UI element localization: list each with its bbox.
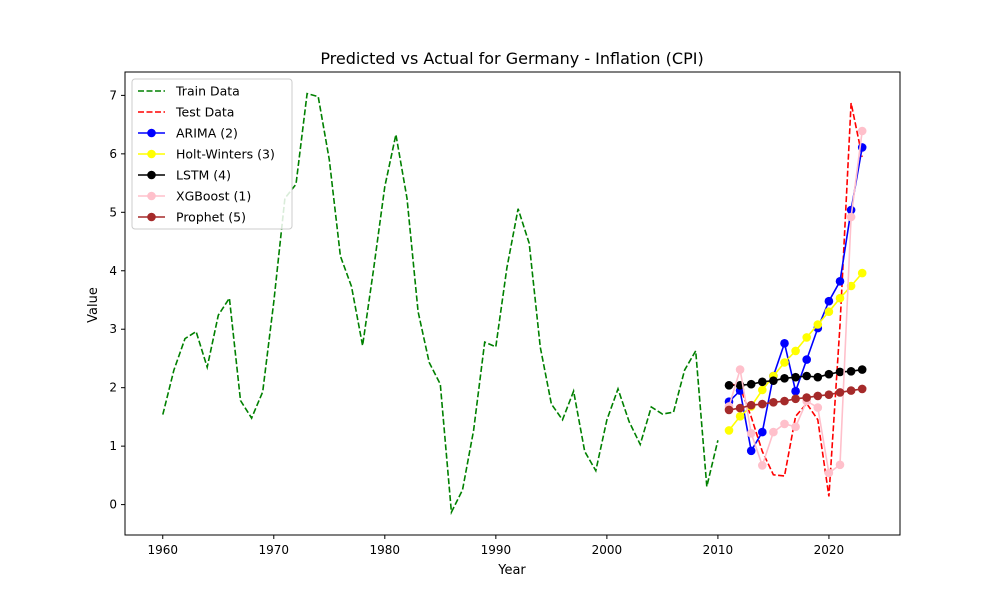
data-point-prophet-5 bbox=[735, 403, 745, 413]
data-point-holt-winters-3 bbox=[724, 426, 734, 435]
data-point-lstm-4 bbox=[724, 381, 734, 390]
data-point-lstm-4 bbox=[758, 377, 767, 387]
data-point-holt-winters-3 bbox=[857, 268, 867, 278]
data-point-lstm-4 bbox=[780, 374, 789, 383]
data-point-arima-2 bbox=[824, 296, 834, 306]
data-point-holt-winters-3 bbox=[758, 385, 767, 395]
legend: Train Data Test Data ARIMA (2) Holt-Winters… bbox=[131, 78, 293, 230]
data-point-lstm-4 bbox=[857, 365, 867, 374]
legend-label-xgboost-1: XGBoost (1) bbox=[176, 189, 251, 204]
data-point-lstm-4 bbox=[746, 379, 756, 389]
data-point-lstm-4 bbox=[824, 369, 834, 379]
data-point-prophet-5 bbox=[769, 398, 778, 407]
chart-title: Predicted vs Actual for Germany - Inflat… bbox=[320, 49, 703, 68]
data-point-xgboost-1 bbox=[780, 419, 789, 429]
data-point-xgboost-1 bbox=[824, 468, 834, 478]
legend-marker-lstm-4 bbox=[147, 170, 156, 180]
data-point-holt-winters-3 bbox=[735, 412, 745, 421]
y-tick-label: 2 bbox=[109, 381, 117, 395]
x-tick-label: 2000 bbox=[592, 543, 623, 557]
data-point-prophet-5 bbox=[857, 384, 867, 394]
x-tick-label: 1960 bbox=[147, 543, 178, 557]
data-point-arima-2 bbox=[846, 205, 856, 215]
data-point-prophet-5 bbox=[813, 391, 823, 401]
data-point-prophet-5 bbox=[824, 390, 834, 400]
data-point-holt-winters-3 bbox=[846, 281, 856, 291]
data-point-prophet-5 bbox=[780, 396, 789, 406]
axis-ticks: 1960 1970 1980 1990 2000 2010 2020 0 1 2 3 4 5 6 7 bbox=[109, 88, 844, 557]
y-tick-label: 3 bbox=[109, 322, 117, 336]
data-point-lstm-4 bbox=[835, 367, 845, 377]
plot-area bbox=[162, 92, 867, 516]
data-point-xgboost-1 bbox=[735, 365, 745, 374]
data-point-xgboost-1 bbox=[857, 126, 867, 136]
data-point-xgboost-1 bbox=[813, 403, 823, 412]
data-point-prophet-5 bbox=[846, 386, 856, 395]
legend-box bbox=[131, 78, 293, 230]
data-point-prophet-5 bbox=[835, 388, 845, 397]
legend-label-lstm-4: LSTM (4) bbox=[176, 168, 231, 183]
x-tick-label: 1980 bbox=[370, 543, 401, 557]
data-point-holt-winters-3 bbox=[780, 358, 789, 367]
x-tick-label: 1990 bbox=[481, 543, 512, 557]
data-point-prophet-5 bbox=[724, 405, 734, 415]
legend-label-holt-winters-3: Holt-Winters (3) bbox=[176, 147, 275, 162]
y-axis-label: Value bbox=[86, 287, 101, 323]
data-point-arima-2 bbox=[780, 339, 789, 348]
data-point-prophet-5 bbox=[758, 399, 767, 409]
data-point-lstm-4 bbox=[791, 372, 800, 382]
data-point-xgboost-1 bbox=[758, 461, 767, 470]
data-point-arima-2 bbox=[746, 446, 756, 456]
data-point-xgboost-1 bbox=[846, 212, 856, 222]
data-point-lstm-4 bbox=[846, 367, 856, 376]
x-tick-label: 1970 bbox=[259, 543, 290, 557]
data-point-prophet-5 bbox=[802, 393, 811, 402]
legend-label-prophet-5: Prophet (5) bbox=[176, 210, 246, 225]
data-point-holt-winters-3 bbox=[813, 320, 823, 329]
legend-marker-holt-winters-3 bbox=[147, 149, 156, 159]
data-point-arima-2 bbox=[791, 386, 800, 396]
data-point-xgboost-1 bbox=[835, 460, 845, 470]
y-tick-label: 6 bbox=[109, 147, 117, 161]
y-tick-label: 4 bbox=[109, 264, 117, 278]
data-point-holt-winters-3 bbox=[791, 346, 800, 356]
series-line-test-data bbox=[728, 102, 863, 497]
data-point-holt-winters-3 bbox=[802, 333, 811, 342]
y-tick-label: 1 bbox=[109, 439, 117, 453]
legend-marker-xgboost-1 bbox=[147, 191, 156, 201]
legend-label-test-data: Test Data bbox=[175, 105, 234, 120]
data-point-holt-winters-3 bbox=[835, 293, 845, 303]
data-point-arima-2 bbox=[802, 355, 811, 364]
x-axis-label: Year bbox=[497, 563, 526, 578]
legend-marker-arima-2 bbox=[147, 128, 156, 138]
y-tick-label: 0 bbox=[109, 498, 117, 512]
series-line-train-data bbox=[162, 92, 719, 516]
data-point-lstm-4 bbox=[769, 376, 778, 386]
data-point-lstm-4 bbox=[802, 371, 811, 381]
data-point-xgboost-1 bbox=[769, 427, 778, 437]
data-point-holt-winters-3 bbox=[824, 307, 834, 317]
y-tick-label: 5 bbox=[109, 205, 117, 219]
data-point-xgboost-1 bbox=[746, 429, 756, 438]
plot-frame bbox=[124, 71, 901, 536]
legend-label-arima-2: ARIMA (2) bbox=[176, 126, 238, 141]
x-tick-label: 2020 bbox=[814, 543, 845, 557]
data-point-prophet-5 bbox=[791, 394, 800, 404]
data-point-arima-2 bbox=[758, 427, 767, 437]
legend-label-train-data: Train Data bbox=[175, 84, 240, 99]
data-point-lstm-4 bbox=[813, 372, 823, 382]
data-point-arima-2 bbox=[835, 277, 845, 286]
data-point-prophet-5 bbox=[746, 400, 756, 410]
legend-marker-prophet-5 bbox=[147, 212, 156, 222]
y-tick-label: 7 bbox=[109, 88, 117, 102]
data-point-xgboost-1 bbox=[791, 422, 800, 432]
x-tick-label: 2010 bbox=[703, 543, 734, 557]
